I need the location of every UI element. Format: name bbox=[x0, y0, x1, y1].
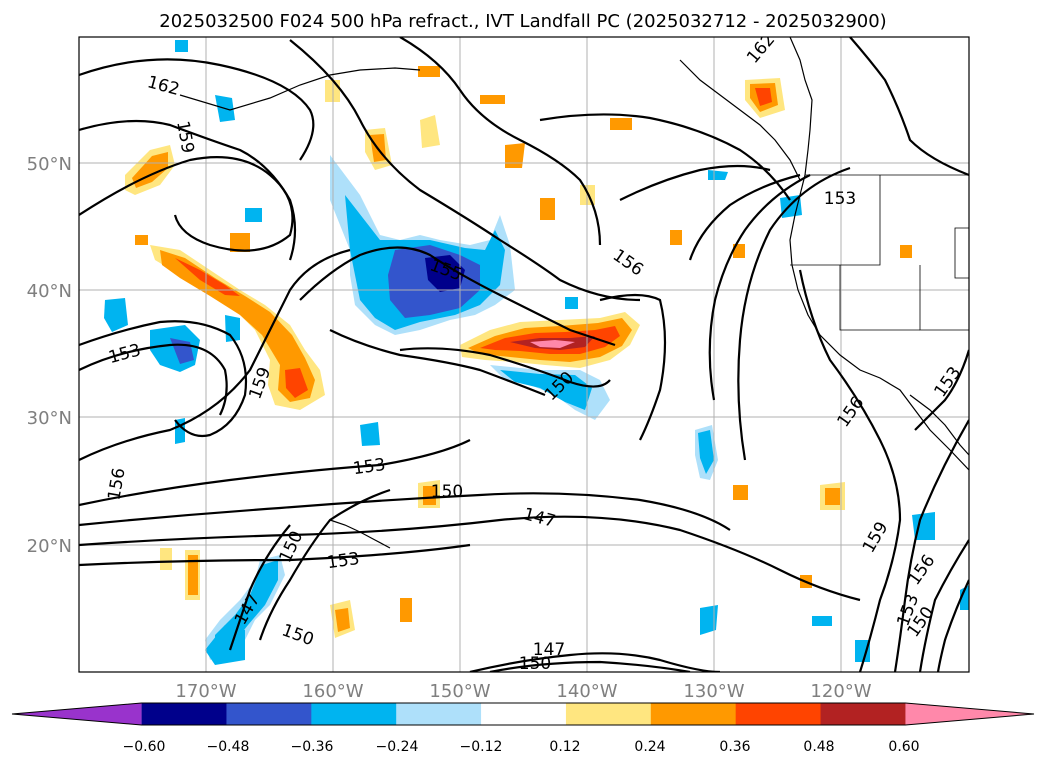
contour-label: 153 bbox=[326, 549, 361, 573]
colorbar-segment bbox=[650, 703, 737, 725]
colorbar-segment bbox=[565, 703, 652, 725]
longitude-labels: 170°W 160°W 150°W 140°W 130°W 120°W bbox=[175, 681, 871, 702]
lon-label: 140°W bbox=[556, 681, 617, 702]
colorbar-segment bbox=[396, 703, 482, 725]
colorbar-tick-label: 0.48 bbox=[803, 739, 834, 755]
colorbar-extend-high bbox=[905, 703, 1034, 725]
graticule bbox=[79, 37, 969, 672]
colorbar-tick-label: 0.12 bbox=[549, 739, 580, 755]
contour-label: 150 bbox=[431, 482, 463, 502]
colorbar-segment bbox=[735, 703, 822, 725]
height-contours bbox=[79, 37, 969, 672]
colorbar-tick-label: 0.36 bbox=[719, 739, 750, 755]
lat-label: 50°N bbox=[27, 154, 72, 175]
lon-label: 160°W bbox=[302, 681, 363, 702]
contour-label: 153 bbox=[824, 189, 856, 209]
colorbar-extend-low bbox=[12, 703, 142, 725]
colorbar-segment bbox=[141, 703, 227, 725]
colorbar-segment bbox=[226, 703, 312, 725]
lat-label: 40°N bbox=[27, 281, 72, 302]
colorbar-tick-label: −0.24 bbox=[376, 739, 419, 755]
latitude-labels: 50°N 40°N 30°N 20°N bbox=[27, 154, 72, 557]
map-plot: 162 162 159 159 159 156 156 156 156 155 … bbox=[78, 36, 970, 674]
colorbar-outline bbox=[11, 702, 1035, 726]
contour-label: 147 bbox=[533, 640, 565, 660]
colorbar-tick-label: −0.12 bbox=[460, 739, 503, 755]
lat-label: 20°N bbox=[27, 536, 72, 557]
lat-label: 30°N bbox=[27, 408, 72, 429]
colorbar-segment bbox=[481, 703, 567, 725]
colorbar-segment bbox=[820, 703, 906, 725]
lon-label: 120°W bbox=[810, 681, 871, 702]
colorbar-tick-label: −0.36 bbox=[291, 739, 334, 755]
lon-label: 130°W bbox=[683, 681, 744, 702]
colorbar-tick-label: 0.60 bbox=[888, 739, 919, 755]
contour-label: 150 bbox=[519, 654, 551, 674]
map-title: 2025032500 F024 500 hPa refract., IVT La… bbox=[159, 11, 886, 32]
colorbar-tick-label: 0.24 bbox=[634, 739, 665, 755]
colorbar-segment bbox=[311, 703, 397, 725]
colorbar-tick-label: −0.60 bbox=[123, 739, 166, 755]
colorbar bbox=[11, 702, 1035, 726]
negative-shading bbox=[104, 40, 969, 665]
lon-label: 150°W bbox=[429, 681, 490, 702]
lon-label: 170°W bbox=[175, 681, 236, 702]
colorbar-tick-labels: −0.60 −0.48 −0.36 −0.24 −0.12 0.12 0.24 … bbox=[123, 739, 920, 755]
colorbar-tick-label: −0.48 bbox=[207, 739, 250, 755]
contour-label: 153 bbox=[352, 455, 387, 479]
